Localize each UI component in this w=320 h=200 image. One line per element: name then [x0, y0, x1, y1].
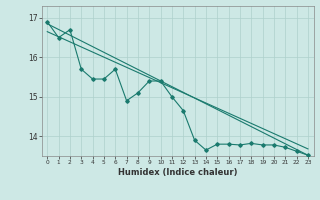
X-axis label: Humidex (Indice chaleur): Humidex (Indice chaleur) — [118, 168, 237, 177]
